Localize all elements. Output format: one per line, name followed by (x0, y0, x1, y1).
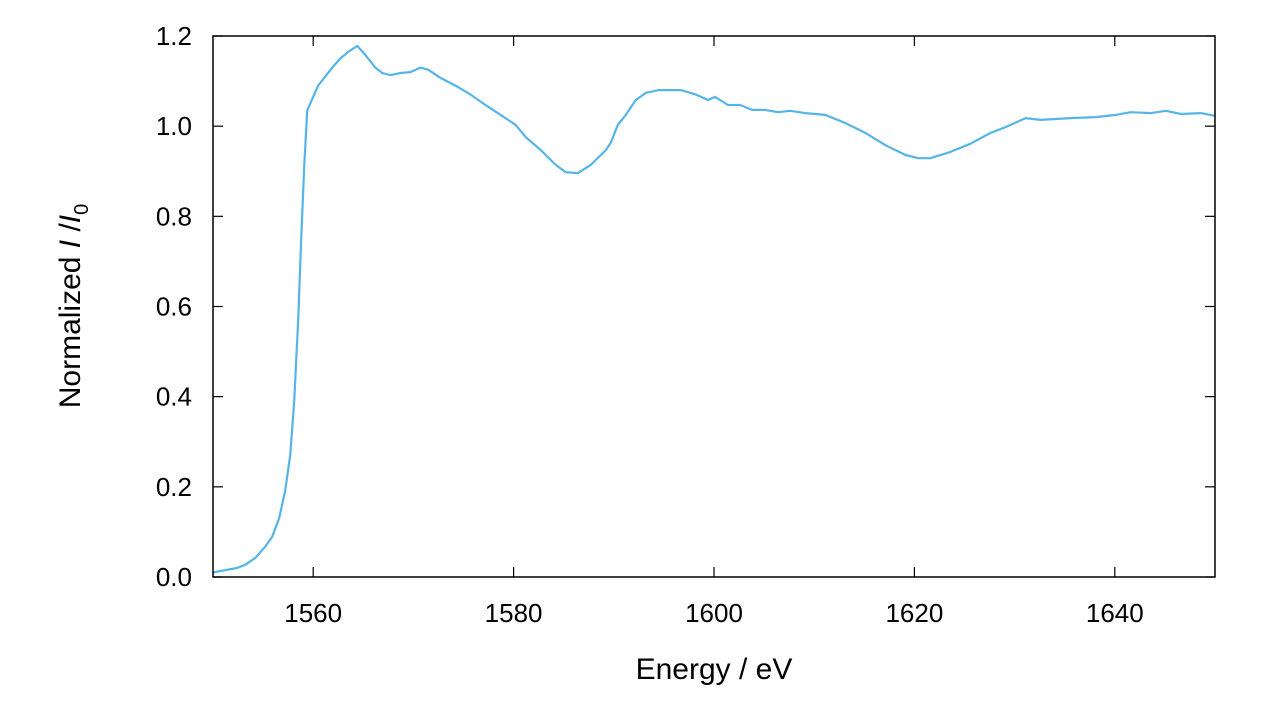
x-tick-label: 1580 (485, 598, 543, 628)
y-tick-label: 1.0 (156, 111, 192, 141)
y-tick-label: 1.2 (156, 21, 192, 51)
series-line (212, 44, 1216, 574)
y-tick-label: 0.0 (156, 562, 192, 592)
x-tick-label: 1600 (685, 598, 743, 628)
ticks (213, 35, 1215, 578)
tick-labels: 1560 1580 1600 1620 1640 0.0 0.2 0.4 0.6 0.8 1.0 1.… (156, 21, 1144, 628)
y-tick-label: 0.6 (156, 292, 192, 322)
y-tick-label: 0.4 (156, 382, 192, 412)
x-axis-label: Energy / eV (636, 653, 793, 686)
y-tick-label: 0.2 (156, 472, 192, 502)
y-tick-label: 0.8 (156, 201, 192, 231)
x-tick-label: 1560 (284, 598, 342, 628)
y-axis-label: Normalized I /I0 (54, 204, 93, 409)
x-tick-label: 1620 (885, 598, 943, 628)
x-tick-label: 1640 (1086, 598, 1144, 628)
plot-frame (212, 35, 1216, 578)
